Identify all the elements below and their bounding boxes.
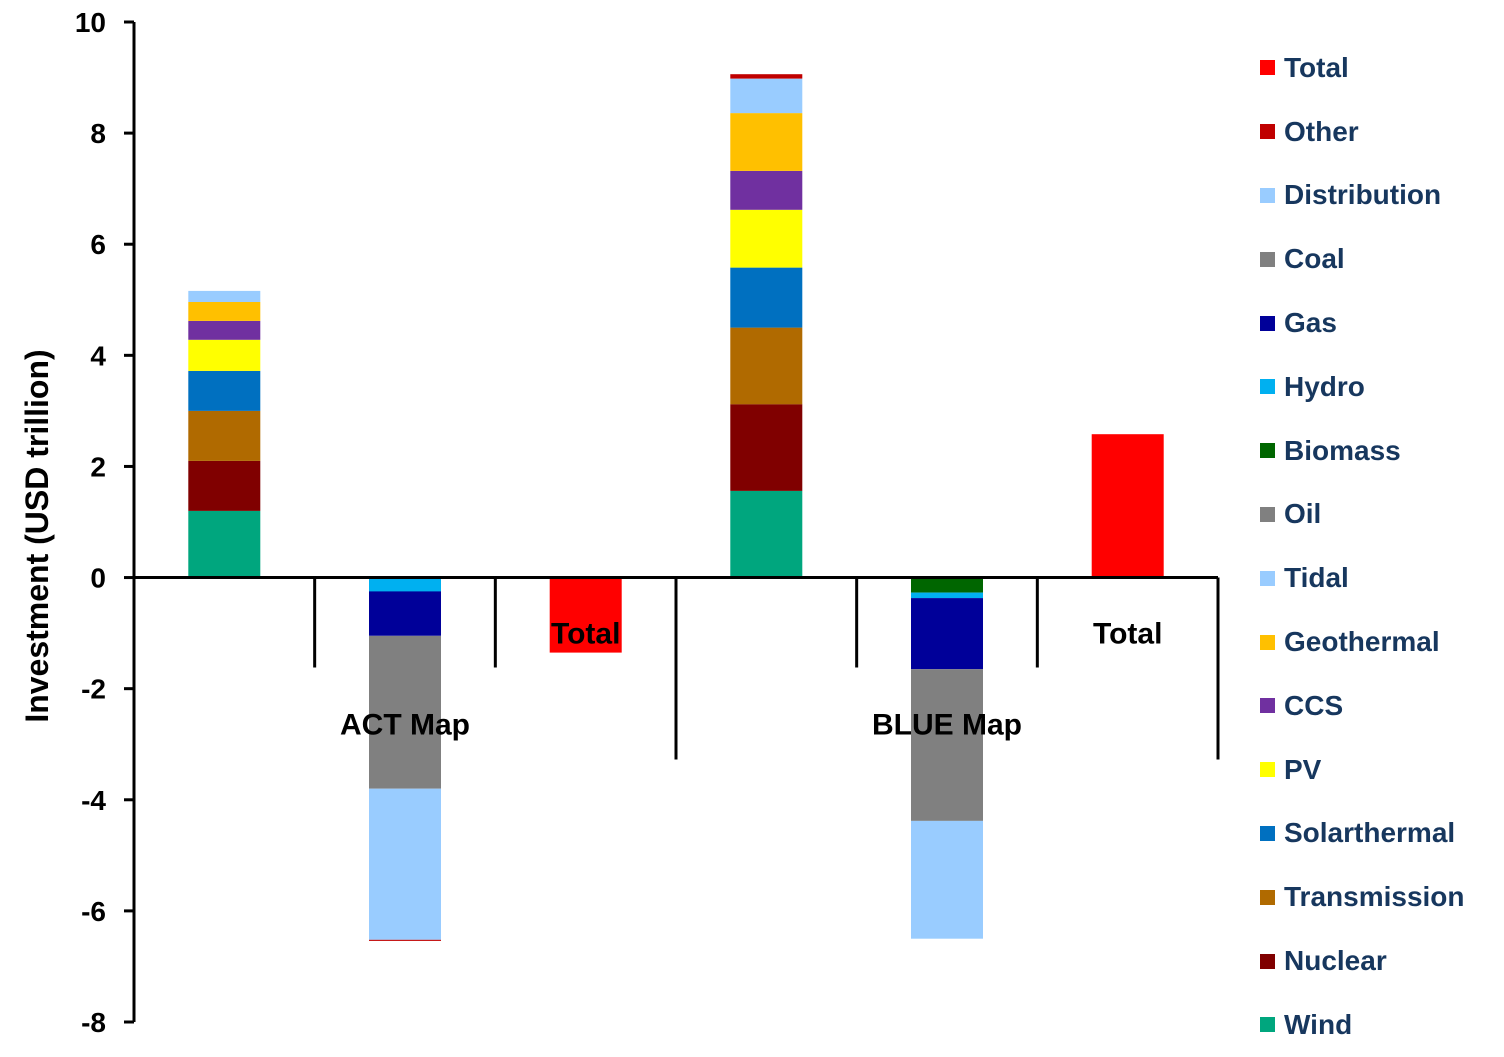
bar-segment-gas [369,591,441,636]
legend-item-total: Total [1260,36,1500,100]
legend-swatch [1260,315,1275,331]
legend-item-other: Other [1260,100,1500,164]
bar-segment-wind [730,490,803,578]
legend-label: Hydro [1284,370,1365,402]
bar-segment-pv [188,339,261,371]
bars-layer [188,74,1164,941]
bar-segment-wind [188,510,261,578]
legend-label: Wind [1284,1008,1353,1040]
legend-item-oil: Oil [1260,483,1500,547]
bar-segment-hydro [369,577,441,592]
y-axis-title: Investment (USD trillion) [19,349,55,722]
bar-segment-distribution [730,78,803,114]
legend-item-tidal: Tidal [1260,546,1500,610]
bar-segment-solarthermal [730,267,803,328]
bar-segment-gas [911,598,983,670]
bar-segment-coal [369,635,441,789]
legend-label: Solarthermal [1284,817,1456,849]
bar-segment-other [730,74,803,79]
y-tick-label: 6 [90,229,106,260]
bar-segment-coal [911,669,983,821]
y-tick-label: 4 [90,340,106,371]
legend-item-pv: PV [1260,738,1500,802]
legend-label: Distribution [1284,179,1442,211]
bar-segment-distribution [188,290,261,302]
y-tick-label: 0 [90,563,106,594]
bar-segment-nuclear [730,404,803,491]
bar-segment-tidal [911,820,983,939]
legend-label: Transmission [1284,881,1465,913]
legend-swatch [1260,698,1275,714]
legend-swatch [1260,1017,1275,1033]
legend-label: Geothermal [1284,626,1440,658]
legend-item-transmission: Transmission [1260,865,1500,929]
legend-item-coal: Coal [1260,227,1500,291]
bar-segment-tidal [369,788,441,940]
bar-segment-solarthermal [188,370,261,411]
legend-item-wind: Wind [1260,993,1500,1057]
legend: Total Other Distribution Coal Gas Hydro Biomas… [1260,36,1500,1057]
axes-layer [124,20,1220,1024]
legend-swatch [1260,825,1275,841]
y-tick-label: 10 [75,7,106,38]
legend-swatch [1260,762,1275,778]
bar-category-label: Total [1093,618,1162,651]
legend-swatch [1260,124,1275,140]
legend-swatch [1260,506,1275,522]
bar-segment-geothermal [188,302,261,321]
legend-swatch [1260,60,1275,76]
y-tick-label: -6 [81,896,106,927]
group-label: ACT Map [340,709,470,742]
legend-label: Nuclear [1284,945,1387,977]
legend-label: Gas [1284,307,1337,339]
legend-swatch [1260,634,1275,650]
y-tick-label: -4 [81,785,106,816]
y-tick-label: -8 [81,1007,106,1038]
labels-layer: Total Total -8 -6 -4 -2 0 2 4 6 8 10 ACT Map BLUE Map [75,7,1163,1038]
legend-item-biomass: Biomass [1260,419,1500,483]
legend-swatch [1260,187,1275,203]
bar-category-label: Total [551,618,620,651]
legend-swatch [1260,443,1275,459]
legend-label: Coal [1284,243,1345,275]
bar-segment-geothermal [730,113,803,171]
legend-label: Total [1284,51,1349,83]
legend-label: Other [1284,115,1359,147]
y-tick-label: 8 [90,118,106,149]
legend-label: Biomass [1284,434,1401,466]
legend-item-geothermal: Geothermal [1260,610,1500,674]
legend-label: PV [1284,753,1322,785]
legend-item-solarthermal: Solarthermal [1260,802,1500,866]
bar-segment-total [1091,434,1164,578]
y-tick-label: -2 [81,674,106,705]
bar-segment-nuclear [188,460,261,511]
legend-item-hydro: Hydro [1260,355,1500,419]
bar-segment-transmission [730,327,803,405]
legend-item-nuclear: Nuclear [1260,929,1500,993]
bar-segment-hydro [911,592,983,599]
legend-label: CCS [1284,689,1344,721]
bar-segment-other [369,939,441,941]
bar-segment-pv [730,209,803,268]
legend-swatch [1260,889,1275,905]
y-tick-label: 2 [90,451,106,482]
bar-segment-ccs [730,170,803,210]
bar-segment-transmission [188,410,261,461]
legend-swatch [1260,953,1275,969]
legend-item-ccs: CCS [1260,674,1500,738]
legend-item-gas: Gas [1260,291,1500,355]
bar-segment-ccs [188,320,261,340]
group-label: BLUE Map [872,709,1022,742]
legend-swatch [1260,379,1275,395]
legend-swatch [1260,570,1275,586]
bar-segment-total [549,577,622,653]
legend-label: Oil [1284,498,1322,530]
legend-item-distribution: Distribution [1260,164,1500,228]
bar-segment-biomass [911,577,983,593]
legend-swatch [1260,251,1275,267]
legend-label: Tidal [1284,562,1349,594]
